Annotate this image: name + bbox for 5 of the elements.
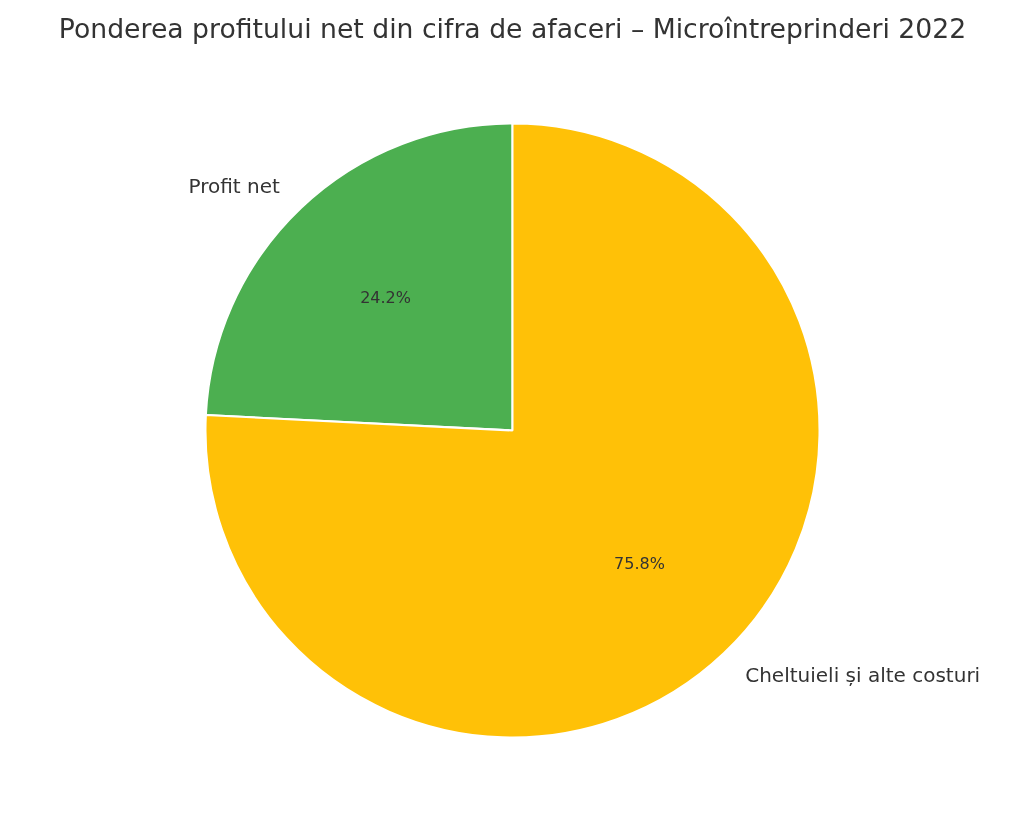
chart-title: Ponderea profitului net din cifra de afaceri – Microîntreprinderi 2022 <box>58 13 967 44</box>
data-label: 24.2% <box>360 287 411 307</box>
slice-label: Cheltuieli și alte costuri <box>745 663 981 688</box>
data-label: 75.8% <box>614 554 665 574</box>
slice-label: Profit net <box>188 173 280 198</box>
